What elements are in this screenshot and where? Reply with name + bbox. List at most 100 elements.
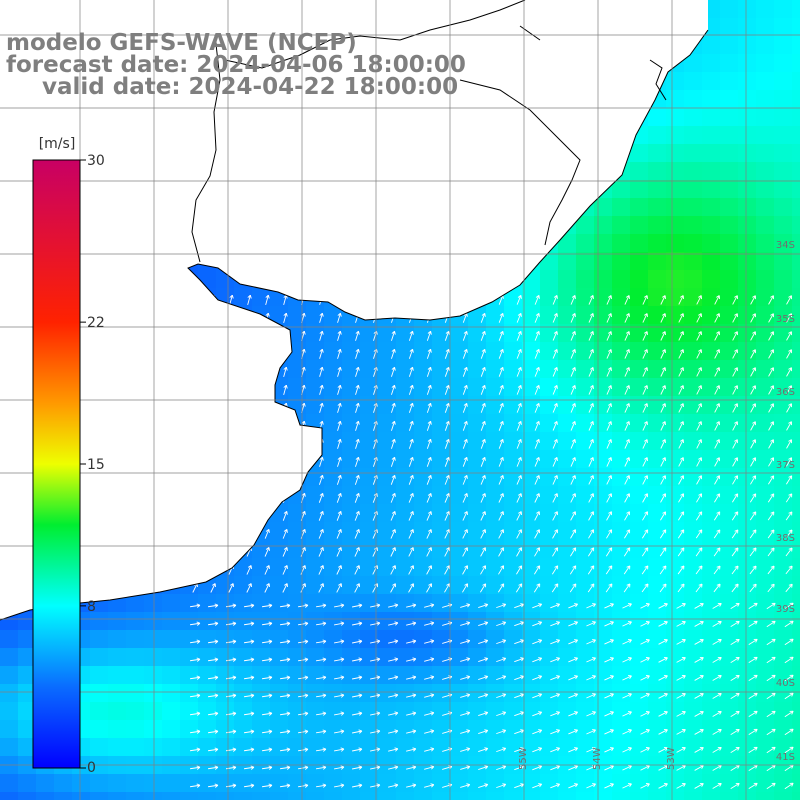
wind-cell (288, 594, 307, 613)
wind-arrow (695, 583, 703, 593)
wind-arrow (570, 439, 576, 449)
wind-cell (0, 648, 19, 667)
wind-cell (234, 738, 253, 757)
wind-cell (684, 162, 703, 181)
wind-cell (342, 702, 361, 721)
wind-arrow (264, 547, 270, 557)
wind-arrow (532, 603, 543, 609)
wind-arrow (406, 729, 417, 734)
wind-cell (342, 648, 361, 667)
wind-arrow (444, 456, 450, 467)
wind-arrow (604, 747, 614, 753)
wind-arrow (426, 348, 432, 359)
wind-cell (648, 216, 667, 235)
wind-cell (774, 252, 793, 271)
wind-arrow (642, 367, 648, 377)
wind-arrow (408, 420, 414, 431)
wind-cell (774, 342, 793, 361)
wind-cell (612, 684, 631, 703)
wind-cell (792, 594, 800, 613)
wind-cell (144, 720, 163, 739)
wind-arrow (265, 294, 270, 305)
wind-cell (108, 612, 127, 631)
wind-cell (576, 630, 595, 649)
wind-cell (450, 594, 469, 613)
wind-cell (684, 414, 703, 433)
wind-arrow (714, 331, 720, 341)
wind-cell (684, 450, 703, 469)
wind-cell (18, 792, 37, 800)
wind-arrow (604, 711, 614, 717)
wind-arrow (604, 783, 614, 789)
wind-cell (450, 558, 469, 577)
wind-arrow (462, 493, 468, 503)
wind-cell (522, 648, 541, 667)
wind-cell (234, 666, 253, 685)
wind-cell (450, 648, 469, 667)
wind-cell (378, 360, 397, 379)
wind-cell (450, 792, 469, 800)
wind-arrow (587, 547, 595, 557)
wind-arrow (731, 547, 739, 557)
wind-cell (558, 612, 577, 631)
wind-cell (666, 216, 685, 235)
wind-cell (594, 432, 613, 451)
wind-arrow (640, 603, 650, 609)
wind-arrow (730, 602, 740, 609)
wind-cell (432, 540, 451, 559)
wind-arrow (658, 603, 668, 609)
wind-cell (630, 234, 649, 253)
wind-arrow (336, 492, 342, 503)
wind-arrow (534, 367, 540, 377)
wind-cell (648, 468, 667, 487)
wind-arrow (496, 603, 507, 609)
wind-cell (108, 720, 127, 739)
wind-arrow (750, 403, 756, 413)
coastline (0, 29, 709, 621)
wind-arrow (552, 493, 558, 503)
wind-cell (378, 648, 397, 667)
wind-cell (306, 540, 325, 559)
wind-arrow (658, 711, 668, 717)
wind-cell (180, 630, 199, 649)
wind-arrow (424, 621, 435, 626)
wind-cell (594, 396, 613, 415)
wind-arrow (660, 403, 666, 413)
wind-cell (684, 180, 703, 199)
wind-arrow (388, 657, 399, 662)
wind-cell (648, 108, 667, 127)
wind-cell (360, 648, 379, 667)
wind-cell (432, 648, 451, 667)
wind-arrow (207, 765, 219, 770)
wind-arrow (352, 729, 363, 734)
wind-arrow (624, 475, 630, 485)
wind-cell (774, 792, 793, 800)
wind-cell (360, 360, 379, 379)
wind-cell (540, 702, 559, 721)
wind-arrow (282, 529, 288, 539)
wind-cell (720, 468, 739, 487)
wind-cell (702, 612, 721, 631)
wind-arrow (315, 603, 327, 608)
wind-arrow (784, 602, 794, 610)
wind-arrow (514, 747, 525, 753)
wind-cell (684, 252, 703, 271)
wind-arrow (516, 547, 523, 557)
wind-cell (324, 558, 343, 577)
wind-cell (738, 594, 757, 613)
wind-cell (612, 252, 631, 271)
wind-cell (324, 360, 343, 379)
wind-cell (792, 468, 800, 487)
wind-arrow (334, 711, 345, 716)
wind-arrow (604, 675, 614, 681)
wind-cell (792, 522, 800, 541)
wind-cell (414, 792, 433, 800)
wind-arrow (748, 746, 758, 754)
wind-cell (756, 144, 775, 163)
wind-cell (252, 738, 271, 757)
wind-arrow (677, 547, 685, 557)
wind-cell (738, 702, 757, 721)
wind-cell (414, 522, 433, 541)
wind-cell (306, 792, 325, 800)
